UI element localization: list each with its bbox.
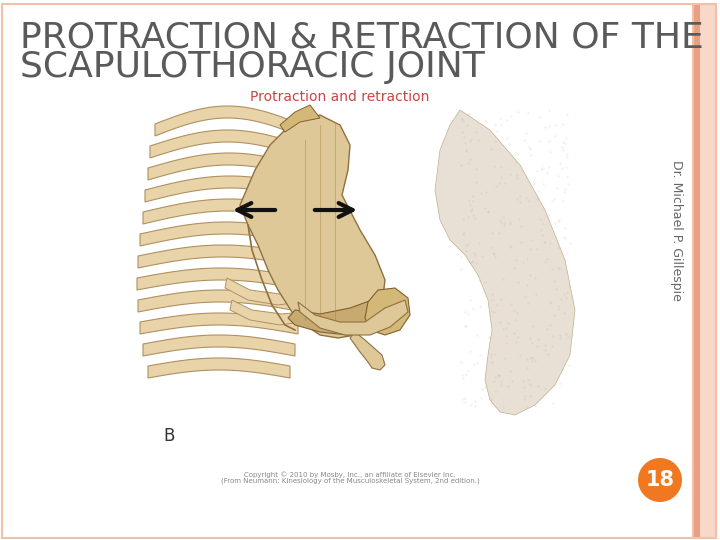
Polygon shape: [230, 300, 302, 325]
Polygon shape: [350, 332, 385, 370]
Text: Dr. Michael P. Gillespie: Dr. Michael P. Gillespie: [670, 159, 683, 300]
Polygon shape: [140, 222, 312, 246]
Polygon shape: [150, 130, 305, 158]
Text: PROTRACTION & RETRACTION OF THE: PROTRACTION & RETRACTION OF THE: [20, 20, 703, 54]
Polygon shape: [435, 110, 575, 415]
Text: B: B: [163, 427, 174, 445]
Polygon shape: [240, 115, 385, 338]
Polygon shape: [138, 290, 302, 312]
Polygon shape: [148, 358, 290, 378]
Polygon shape: [288, 300, 380, 335]
Polygon shape: [143, 199, 315, 224]
Text: 18: 18: [646, 470, 675, 490]
Polygon shape: [298, 300, 408, 335]
Polygon shape: [145, 176, 315, 202]
Bar: [692, 4, 694, 538]
Bar: [694, 4, 700, 538]
Polygon shape: [137, 268, 305, 290]
Polygon shape: [280, 105, 320, 132]
Bar: [700, 4, 716, 538]
Text: (From Neumann: Kinesiology of the Musculoskeletal System, 2nd edition.): (From Neumann: Kinesiology of the Muscul…: [220, 477, 480, 484]
Polygon shape: [138, 245, 308, 268]
Text: SCAPULOTHORACIC JOINT: SCAPULOTHORACIC JOINT: [20, 50, 485, 84]
Polygon shape: [140, 313, 298, 334]
Polygon shape: [155, 106, 300, 136]
Circle shape: [638, 458, 682, 502]
Polygon shape: [143, 335, 295, 356]
Text: Protraction and retraction: Protraction and retraction: [251, 90, 430, 104]
Polygon shape: [365, 288, 410, 335]
Text: Copyright © 2010 by Mosby, Inc., an affiliate of Elsevier Inc.: Copyright © 2010 by Mosby, Inc., an affi…: [244, 471, 456, 478]
Polygon shape: [225, 278, 302, 305]
Polygon shape: [148, 153, 310, 180]
